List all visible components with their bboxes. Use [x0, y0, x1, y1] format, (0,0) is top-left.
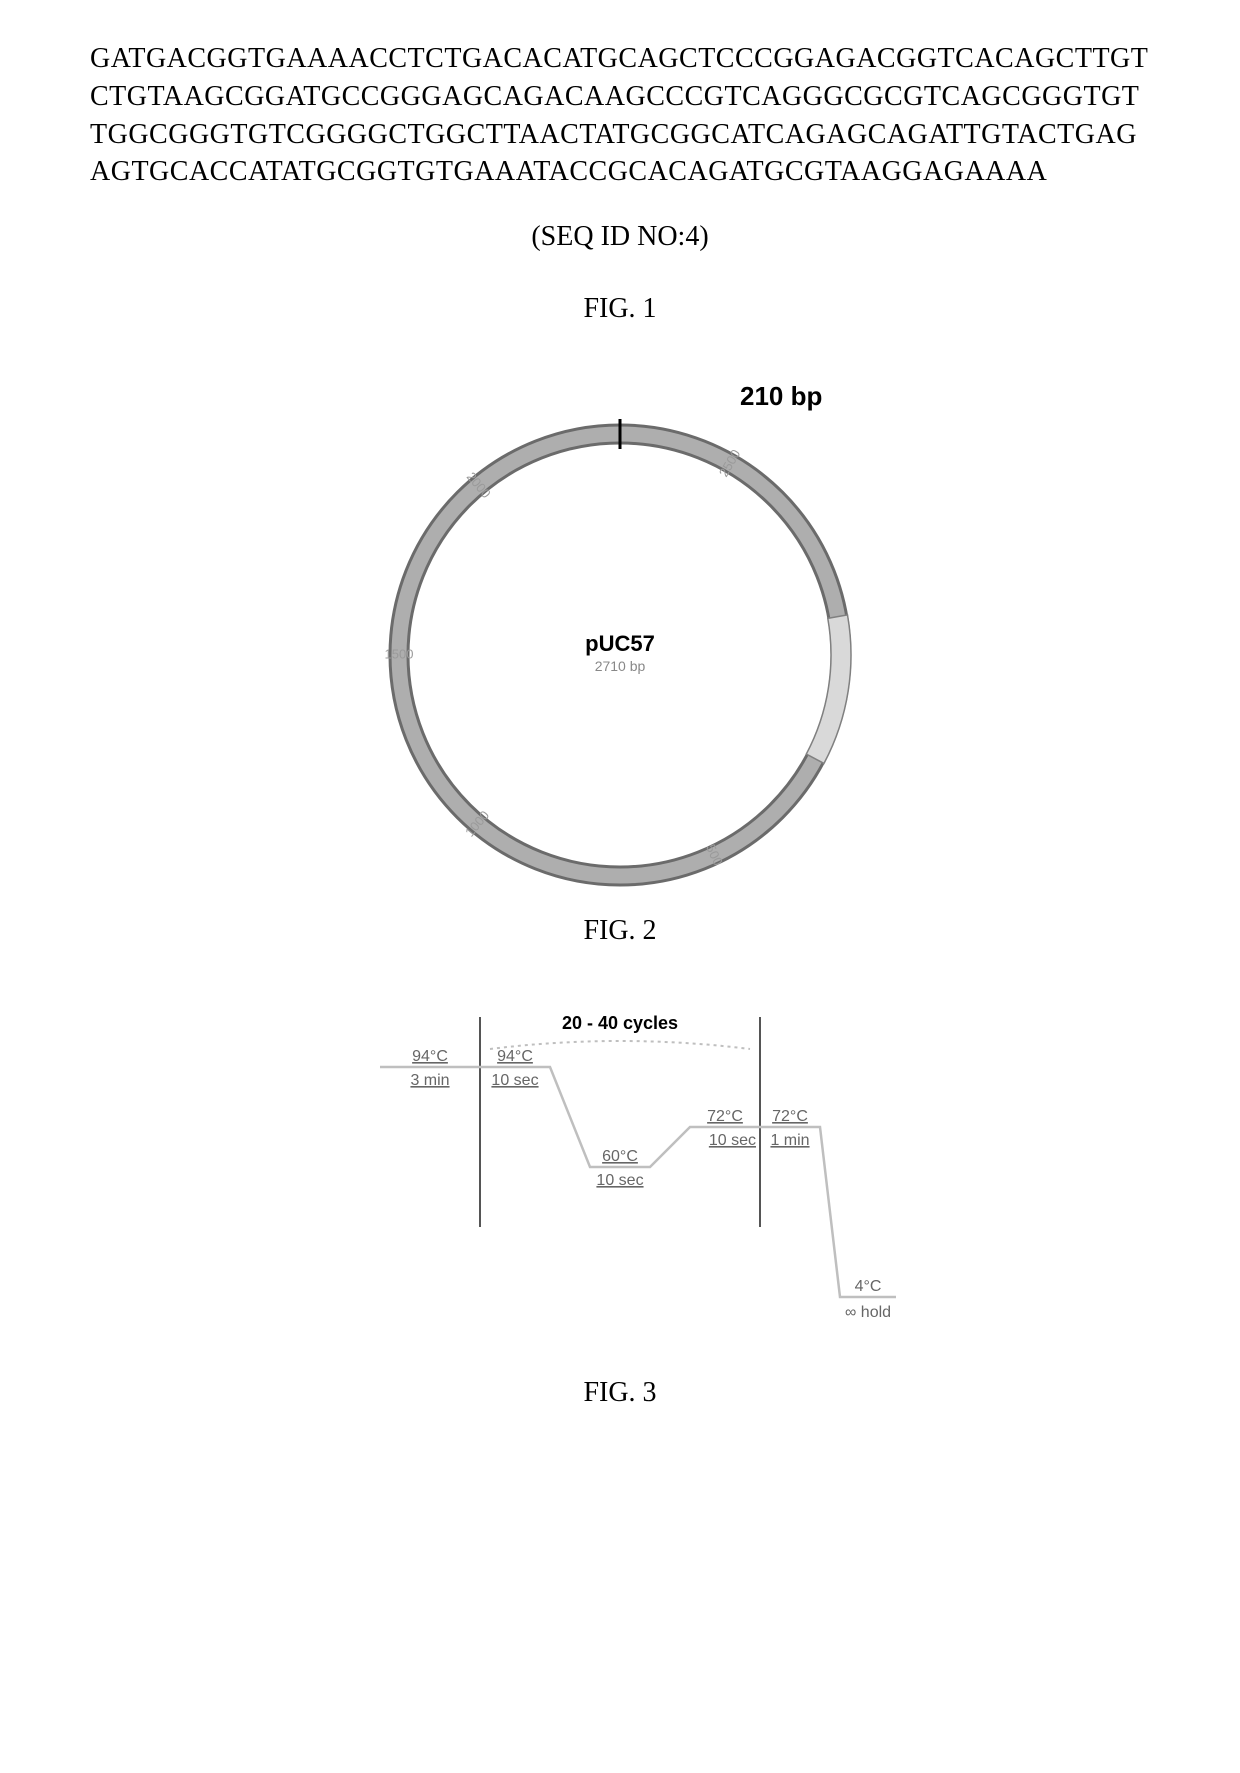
- svg-text:72°C: 72°C: [772, 1108, 808, 1125]
- svg-text:210 bp: 210 bp: [740, 381, 822, 411]
- svg-text:10 sec: 10 sec: [596, 1172, 643, 1189]
- svg-text:3 min: 3 min: [410, 1072, 449, 1089]
- seq-id-label: (SEQ ID NO:4): [90, 221, 1150, 253]
- pcr-profile-container: 20 - 40 cycles 94°C 3 min 94°C 10 sec 60°C 10 …: [90, 997, 1150, 1357]
- svg-text:∞ hold: ∞ hold: [845, 1304, 891, 1321]
- dna-sequence: GATGACGGTGAAAACCTCTGACACATGCAGCTCCCGGAGA…: [90, 40, 1150, 191]
- svg-text:20 - 40 cycles: 20 - 40 cycles: [562, 1013, 678, 1033]
- plasmid-map-container: 210 bp5001000150020002500pUC572710 bp: [90, 375, 1150, 895]
- svg-text:72°C: 72°C: [707, 1108, 743, 1125]
- plasmid-map: 210 bp5001000150020002500pUC572710 bp: [340, 375, 900, 895]
- fig1-label: FIG. 1: [90, 293, 1150, 325]
- svg-text:pUC57: pUC57: [585, 631, 655, 656]
- svg-text:1500: 1500: [385, 647, 414, 662]
- svg-text:60°C: 60°C: [602, 1148, 638, 1165]
- svg-text:94°C: 94°C: [497, 1048, 533, 1065]
- fig3-label: FIG. 3: [90, 1377, 1150, 1409]
- svg-text:10 sec: 10 sec: [491, 1072, 538, 1089]
- svg-text:1 min: 1 min: [770, 1132, 809, 1149]
- fig2-label: FIG. 2: [90, 915, 1150, 947]
- svg-text:10 sec: 10 sec: [709, 1132, 756, 1149]
- svg-text:4°C: 4°C: [855, 1278, 882, 1295]
- svg-text:2710 bp: 2710 bp: [595, 658, 646, 674]
- pcr-profile: 20 - 40 cycles 94°C 3 min 94°C 10 sec 60°C 10 …: [340, 997, 900, 1357]
- svg-text:94°C: 94°C: [412, 1048, 448, 1065]
